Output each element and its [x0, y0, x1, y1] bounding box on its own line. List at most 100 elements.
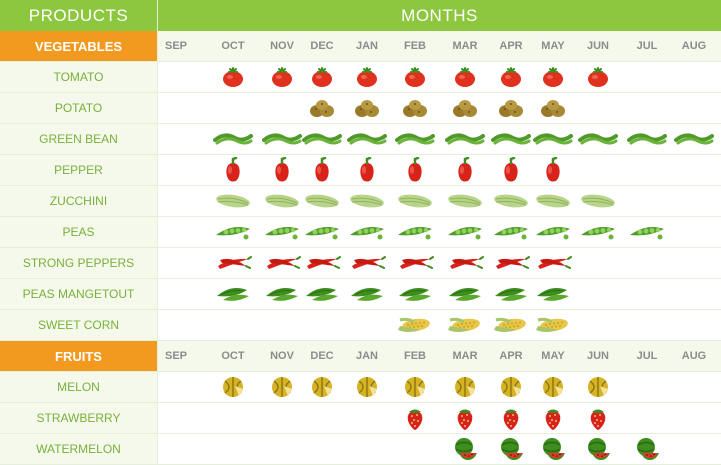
month-label-jun: JUN: [586, 40, 609, 52]
row-divider: [0, 61, 721, 62]
potato-icon: [347, 93, 387, 123]
potato-icon: [395, 93, 435, 123]
chili-pepper-icon: [347, 248, 387, 278]
mangetout-icon: [491, 279, 531, 309]
pepper-icon: [395, 155, 435, 185]
zucchini-icon: [578, 186, 618, 216]
chili-pepper-icon: [445, 248, 485, 278]
peas-icon: [578, 217, 618, 247]
melon-icon: [347, 372, 387, 402]
potato-icon: [445, 93, 485, 123]
tomato-icon: [262, 62, 302, 92]
product-name: WATERMELON: [0, 434, 157, 464]
chili-pepper-icon: [262, 248, 302, 278]
peas-icon: [627, 217, 667, 247]
melon-icon: [533, 372, 573, 402]
product-name: POTATO: [0, 93, 157, 123]
row-divider: [0, 185, 721, 186]
peas-icon: [213, 217, 253, 247]
potato-icon: [302, 93, 342, 123]
product-name: STRAWBERRY: [0, 403, 157, 433]
tomato-icon: [491, 62, 531, 92]
zucchini-icon: [213, 186, 253, 216]
chili-pepper-icon: [533, 248, 573, 278]
month-label-oct: OCT: [221, 40, 245, 52]
green-bean-icon: [302, 124, 342, 154]
month-label-apr: APR: [499, 40, 523, 52]
month-label-feb: FEB: [404, 350, 426, 362]
months-header: MONTHS: [158, 0, 721, 31]
peas-icon: [347, 217, 387, 247]
month-label-aug: AUG: [681, 350, 707, 362]
pepper-icon: [302, 155, 342, 185]
zucchini-icon: [302, 186, 342, 216]
peas-icon: [395, 217, 435, 247]
month-header-bar: [158, 31, 721, 61]
corn-icon: [533, 310, 573, 340]
month-label-mar: MAR: [452, 40, 478, 52]
month-label-mar: MAR: [452, 350, 478, 362]
product-row: PEAS: [0, 217, 721, 247]
strawberry-icon: [533, 403, 573, 433]
month-label-feb: FEB: [404, 40, 426, 52]
row-divider: [0, 433, 721, 434]
strawberry-icon: [578, 403, 618, 433]
green-bean-icon: [674, 124, 714, 154]
product-row: MELON: [0, 372, 721, 402]
product-row: ZUCCHINI: [0, 186, 721, 216]
column-divider: [157, 0, 158, 465]
chili-pepper-icon: [395, 248, 435, 278]
tomato-icon: [533, 62, 573, 92]
products-header: PRODUCTS: [0, 0, 157, 31]
green-bean-icon: [627, 124, 667, 154]
month-label-jul: JUL: [636, 40, 658, 52]
product-row: STRAWBERRY: [0, 403, 721, 433]
watermelon-icon: [491, 434, 531, 464]
tomato-icon: [302, 62, 342, 92]
zucchini-icon: [533, 186, 573, 216]
watermelon-icon: [627, 434, 667, 464]
row-divider: [0, 278, 721, 279]
zucchini-icon: [395, 186, 435, 216]
mangetout-icon: [347, 279, 387, 309]
product-name: STRONG PEPPERS: [0, 248, 157, 278]
green-bean-icon: [213, 124, 253, 154]
chili-pepper-icon: [491, 248, 531, 278]
mangetout-icon: [262, 279, 302, 309]
row-divider: [0, 123, 721, 124]
zucchini-icon: [445, 186, 485, 216]
peas-icon: [262, 217, 302, 247]
month-label-dec: DEC: [310, 350, 334, 362]
green-bean-icon: [347, 124, 387, 154]
mangetout-icon: [445, 279, 485, 309]
product-name: ZUCCHINI: [0, 186, 157, 216]
month-label-apr: APR: [499, 350, 523, 362]
mangetout-icon: [395, 279, 435, 309]
product-name: PEAS: [0, 217, 157, 247]
section-label: FRUITS: [0, 341, 157, 371]
month-label-aug: AUG: [681, 40, 707, 52]
section-label: VEGETABLES: [0, 31, 157, 61]
product-row: STRONG PEPPERS: [0, 248, 721, 278]
melon-icon: [445, 372, 485, 402]
tomato-icon: [578, 62, 618, 92]
potato-icon: [533, 93, 573, 123]
melon-icon: [578, 372, 618, 402]
month-label-oct: OCT: [221, 350, 245, 362]
product-name: PEPPER: [0, 155, 157, 185]
watermelon-icon: [578, 434, 618, 464]
row-divider: [0, 216, 721, 217]
pepper-icon: [213, 155, 253, 185]
pepper-icon: [445, 155, 485, 185]
pepper-icon: [533, 155, 573, 185]
mangetout-icon: [533, 279, 573, 309]
green-bean-icon: [395, 124, 435, 154]
chili-pepper-icon: [302, 248, 342, 278]
watermelon-icon: [533, 434, 573, 464]
product-name: PEAS MANGETOUT: [0, 279, 157, 309]
melon-icon: [302, 372, 342, 402]
row-divider: [0, 309, 721, 310]
month-header-bar: [158, 341, 721, 371]
mangetout-icon: [213, 279, 253, 309]
